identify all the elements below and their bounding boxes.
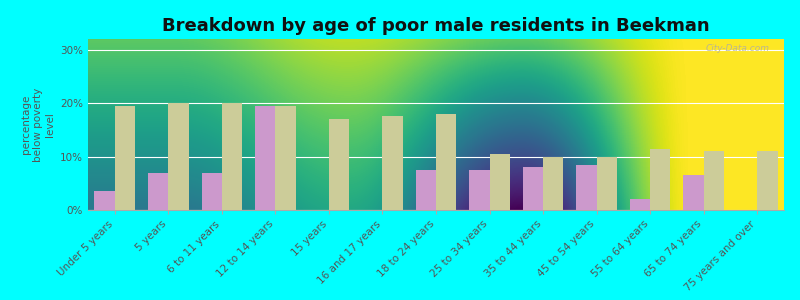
Bar: [148, 172, 168, 210]
Bar: [275, 106, 296, 210]
Bar: [202, 172, 222, 210]
Bar: [650, 148, 670, 210]
Bar: [683, 175, 704, 210]
Bar: [416, 170, 436, 210]
Bar: [469, 170, 490, 210]
Bar: [543, 157, 563, 210]
Bar: [168, 103, 189, 210]
Y-axis label: percentage
below poverty
level: percentage below poverty level: [22, 87, 54, 162]
Bar: [490, 154, 510, 210]
Bar: [576, 165, 597, 210]
Bar: [114, 106, 135, 210]
Bar: [222, 103, 242, 210]
Bar: [704, 151, 724, 210]
Bar: [597, 157, 617, 210]
Bar: [255, 106, 275, 210]
Bar: [522, 167, 543, 210]
Bar: [382, 116, 403, 210]
Bar: [329, 119, 350, 210]
Bar: [758, 151, 778, 210]
Bar: [630, 199, 650, 210]
Text: City-Data.com: City-Data.com: [706, 44, 770, 53]
Title: Breakdown by age of poor male residents in Beekman: Breakdown by age of poor male residents …: [162, 17, 710, 35]
Bar: [436, 114, 456, 210]
Bar: [94, 191, 114, 210]
